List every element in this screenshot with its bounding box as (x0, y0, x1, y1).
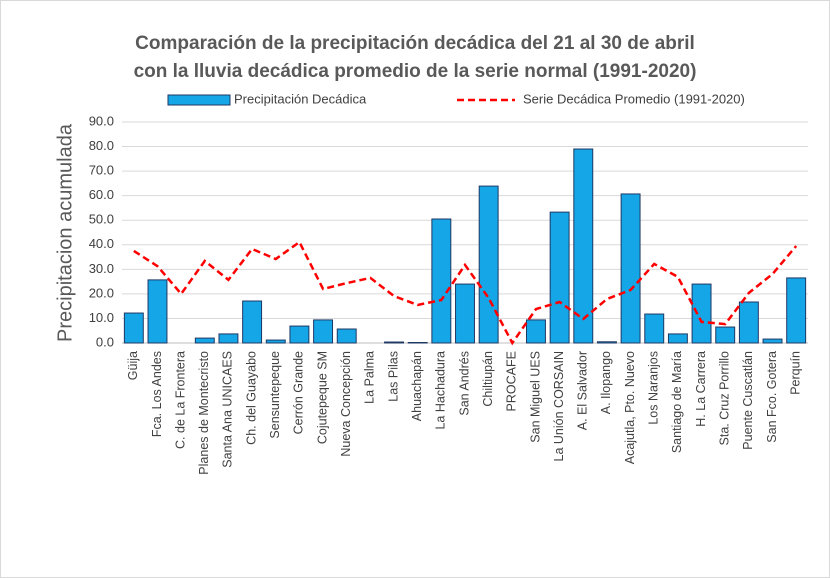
x-tick-label: Cerrón Grande (292, 351, 306, 434)
x-tick-label: Los Naranjos (647, 351, 661, 425)
bar (313, 319, 334, 344)
chart-title: Comparación de la precipitación decádica… (135, 33, 695, 54)
x-tick-label: San Andrés (457, 351, 471, 416)
bar (147, 279, 168, 344)
x-tick-label: La Hachadura (434, 351, 448, 430)
bar (762, 338, 783, 344)
x-tick-label: PROCAFE (505, 351, 519, 411)
bar (526, 319, 546, 344)
x-tick-label: Nueva Concepción (339, 351, 353, 457)
y-tick-label: 40.0 (89, 236, 114, 251)
y-tick-label: 90.0 (89, 113, 114, 128)
x-tick-label: Santa Ana UNICAES (221, 351, 235, 468)
x-tick-label: A. El Salvador (576, 351, 590, 430)
bar (478, 185, 499, 344)
x-tick-label: Acajutla, Pto. Nuevo (623, 351, 637, 464)
x-tick-label: H. La Carrera (694, 351, 708, 427)
bar (455, 283, 475, 344)
y-tick-label: 30.0 (89, 261, 114, 276)
bar (336, 328, 357, 344)
bar (549, 211, 570, 344)
y-tick-label: 10.0 (89, 310, 114, 325)
y-tick-label: 70.0 (89, 163, 114, 178)
x-tick-label: Ahuachapán (410, 351, 424, 421)
x-tick-label: Perquín (788, 351, 802, 395)
y-axis-label: Precipitacion acumulada (54, 123, 76, 342)
y-tick-label: 20.0 (89, 285, 114, 300)
bar (194, 337, 215, 344)
line (133, 240, 798, 346)
legend-label: Serie Decádica Promedio (1991-2020) (523, 91, 745, 106)
bar (715, 326, 736, 344)
bar (573, 148, 594, 344)
bar (242, 300, 263, 344)
x-tick-label: Sensuntepeque (268, 351, 282, 439)
bar (123, 312, 144, 344)
x-tick-label: Sta. Cruz Porrillo (718, 351, 732, 446)
bar (431, 218, 452, 344)
bar (644, 313, 665, 344)
bar (265, 339, 286, 344)
x-tick-label: Santiago de María (670, 351, 684, 453)
bar (620, 193, 641, 344)
y-tick-label: 80.0 (89, 138, 114, 153)
bar (691, 283, 712, 344)
legend-label: Precipitación Decádica (234, 91, 367, 106)
x-tick-label: A. Ilopango (599, 351, 613, 414)
bar (786, 277, 807, 344)
x-tick-label: San Miguel UES (528, 351, 542, 443)
x-tick-label: Fca. Los Andes (150, 351, 164, 437)
x-tick-label: Ch. del Guayabo (244, 351, 258, 445)
x-tick-label: Chiltiupán (481, 351, 495, 407)
bar (667, 333, 688, 344)
x-tick-label: C. de La Frontera (173, 351, 187, 449)
bar (218, 333, 239, 344)
x-tick-label: La Palma (363, 351, 377, 404)
x-tick-label: Cojutepeque SM (315, 351, 329, 444)
x-tick-label: La Unión CORSAIN (552, 351, 566, 461)
bar (596, 341, 617, 344)
bar (738, 301, 759, 344)
legend-swatch (167, 94, 231, 106)
y-tick-label: 0.0 (96, 334, 114, 349)
bar (384, 341, 404, 344)
x-tick-label: Güija (126, 351, 140, 380)
x-tick-label: Las Pilas (386, 351, 400, 402)
x-tick-label: Planes de Montecristo (197, 351, 211, 475)
x-tick-label: Puente Cuscatlán (741, 351, 755, 450)
bar (289, 325, 310, 344)
x-tick-label: San Fco. Gotera (765, 351, 779, 443)
y-tick-label: 60.0 (89, 187, 114, 202)
chart-title: con la lluvia decádica promedio de la se… (134, 61, 697, 82)
y-tick-label: 50.0 (89, 212, 114, 227)
